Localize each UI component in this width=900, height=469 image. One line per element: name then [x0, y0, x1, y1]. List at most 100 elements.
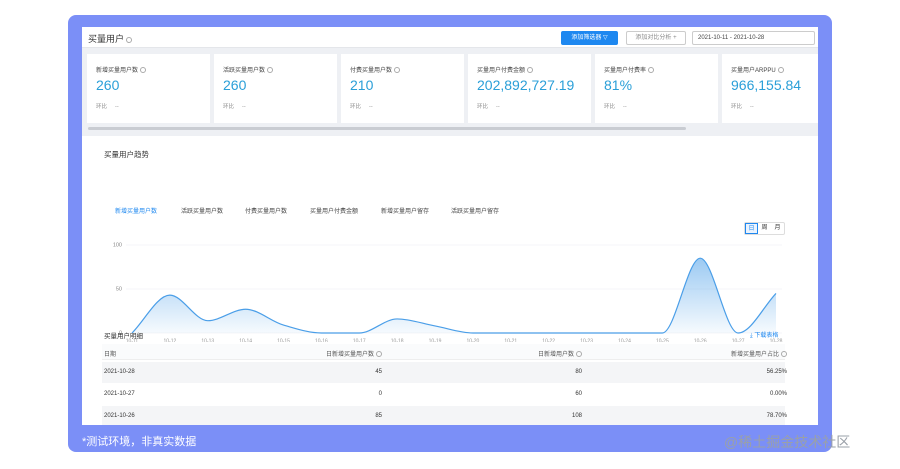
- watermark: @稀土掘金技术社区: [724, 434, 851, 450]
- scrollbar[interactable]: [88, 127, 686, 130]
- area: [132, 258, 776, 333]
- card-value: 260: [223, 77, 247, 93]
- download-text: 下载表格: [754, 333, 779, 339]
- x-tick-label: 10-28: [770, 338, 783, 342]
- x-tick-label: 10-25: [656, 338, 669, 342]
- chart-tab[interactable]: 付费买量用户数: [245, 209, 288, 215]
- x-tick-label: 10-16: [315, 338, 328, 342]
- x-tick-label: 10-22: [542, 338, 555, 342]
- filter-button[interactable]: 添加筛选器 ▽: [561, 31, 618, 45]
- table-title: 买量用户明细: [104, 333, 143, 340]
- period-button[interactable]: 月: [774, 225, 781, 231]
- compare-text: 环比: [350, 104, 362, 110]
- card-label: 新增买量用户数: [96, 65, 147, 74]
- table-cell: 80: [575, 369, 582, 375]
- chart-tab[interactable]: 活跃买量用户留存: [451, 209, 500, 215]
- table-header: [102, 344, 785, 360]
- column-header: 新增买量用户占比: [682, 349, 787, 358]
- x-tick-label: 10-19: [429, 338, 442, 342]
- table-cell: 45: [375, 369, 382, 375]
- x-tick-label: 10-20: [467, 338, 480, 342]
- table-cell: 78.70%: [766, 413, 787, 419]
- panel: 买量用户 添加筛选器 ▽ 添加对比分析 + 2021-10-11 - 2021-…: [82, 27, 818, 425]
- x-tick-label: 10-15: [277, 338, 290, 342]
- card-label: 买量用户付费金额: [477, 65, 534, 74]
- table-row: [102, 362, 785, 383]
- card-label: 活跃买量用户数: [223, 65, 274, 74]
- x-tick-label: 10-23: [580, 338, 593, 342]
- table-cell: 2021-10-28: [104, 369, 135, 375]
- chart-section: 买量用户趋势 新增买量用户数 活跃买量用户数 付费买量用户数 买量用户付费金额 新增买量…: [82, 136, 818, 425]
- period-button[interactable]: 周: [761, 225, 768, 231]
- title-text: 买量用户: [88, 34, 125, 44]
- card-value: 966,155.84: [731, 77, 802, 93]
- compare-text: 环比: [731, 104, 743, 110]
- table-cell: 0: [378, 391, 382, 397]
- metric-card: 买量用户ARPPU 966,155.84 环比 --: [722, 54, 818, 123]
- chart-tab[interactable]: 买量用户付费金额: [310, 209, 359, 215]
- card-compare: 环比 --: [350, 102, 373, 110]
- compare-value: --: [115, 104, 119, 110]
- table-cell: 0.00%: [769, 391, 787, 397]
- card-label: 买量用户付费率: [604, 65, 655, 74]
- compare-text: 环比: [477, 104, 489, 110]
- card-compare: 环比 --: [731, 102, 754, 110]
- trend-chart: 0 50 100 10-11 10-12 10-13 10-14 10-15 10-16 10-1…: [113, 242, 783, 342]
- compare-text: 环比: [223, 104, 235, 110]
- filter-label: 添加筛选器: [571, 35, 602, 41]
- compare-label: 添加对比分析: [635, 35, 672, 41]
- x-tick-label: 10-12: [163, 338, 176, 342]
- chart-tab[interactable]: 活跃买量用户数: [181, 209, 224, 215]
- compare-value: --: [623, 104, 627, 110]
- card-value: 260: [96, 77, 120, 93]
- card-label: 付费买量用户数: [350, 65, 401, 74]
- x-tick-label: 10-14: [239, 338, 252, 342]
- chart-tab[interactable]: 新增买量用户留存: [381, 209, 430, 215]
- compare-value: --: [369, 104, 373, 110]
- card-compare: 环比 --: [477, 102, 500, 110]
- compare-text: 环比: [96, 104, 108, 110]
- compare-value: --: [242, 104, 246, 110]
- card-value: 210: [350, 77, 374, 93]
- card-value: 202,892,727.19: [477, 77, 575, 93]
- table-cell: 60: [575, 391, 582, 397]
- column-header: 日新增用户数: [482, 349, 582, 358]
- table-cell: 56.25%: [766, 369, 787, 375]
- metric-card: 活跃买量用户数 260 环比 --: [214, 54, 337, 123]
- page-title: 买量用户: [88, 32, 133, 45]
- y-tick-label: 0: [119, 330, 122, 336]
- column-header: 日期: [104, 352, 117, 358]
- line: [131, 257, 777, 334]
- table-cell: 85: [375, 413, 382, 419]
- header: 买量用户 添加筛选器 ▽ 添加对比分析 + 2021-10-11 - 2021-…: [82, 27, 818, 48]
- date-range[interactable]: 2021-10-11 - 2021-10-28: [692, 31, 815, 45]
- download-link[interactable]: ⤓ 下载表格: [750, 333, 779, 339]
- footnote: *测试环境，非真实数据: [82, 436, 197, 448]
- x-tick-label: 10-26: [694, 338, 707, 342]
- period-button[interactable]: 日: [745, 223, 758, 234]
- card-compare: 环比 --: [223, 102, 246, 110]
- period-toggle: 日周月: [744, 222, 785, 235]
- table-cell: 2021-10-26: [104, 413, 135, 419]
- metric-card: 买量用户付费率 81% 环比 --: [595, 54, 718, 123]
- x-tick-label: 10-13: [201, 338, 214, 342]
- date-text: 2021-10-11 - 2021-10-28: [698, 35, 765, 41]
- x-tick-label: 10-17: [353, 338, 366, 342]
- card-compare: 环比 --: [96, 102, 119, 110]
- table-cell: 108: [571, 413, 582, 419]
- chart-tab[interactable]: 新增买量用户数: [115, 209, 158, 215]
- y-tick-label: 100: [113, 242, 122, 248]
- x-tick-label: 10-24: [618, 338, 631, 342]
- metric-card: 新增买量用户数 260 环比 --: [87, 54, 210, 123]
- table-cell: 2021-10-27: [104, 391, 135, 397]
- card-compare: 环比 --: [604, 102, 627, 110]
- compare-value: --: [750, 104, 754, 110]
- x-tick-label: 10-11: [126, 338, 139, 342]
- column-header: 日新增买量用户数: [282, 349, 382, 358]
- x-tick-label: 10-27: [732, 338, 745, 342]
- table-row: [102, 406, 785, 425]
- metric-card: 买量用户付费金额 202,892,727.19 环比 --: [468, 54, 591, 123]
- metric-card: 付费买量用户数 210 环比 --: [341, 54, 464, 123]
- compare-button[interactable]: 添加对比分析 +: [626, 31, 686, 45]
